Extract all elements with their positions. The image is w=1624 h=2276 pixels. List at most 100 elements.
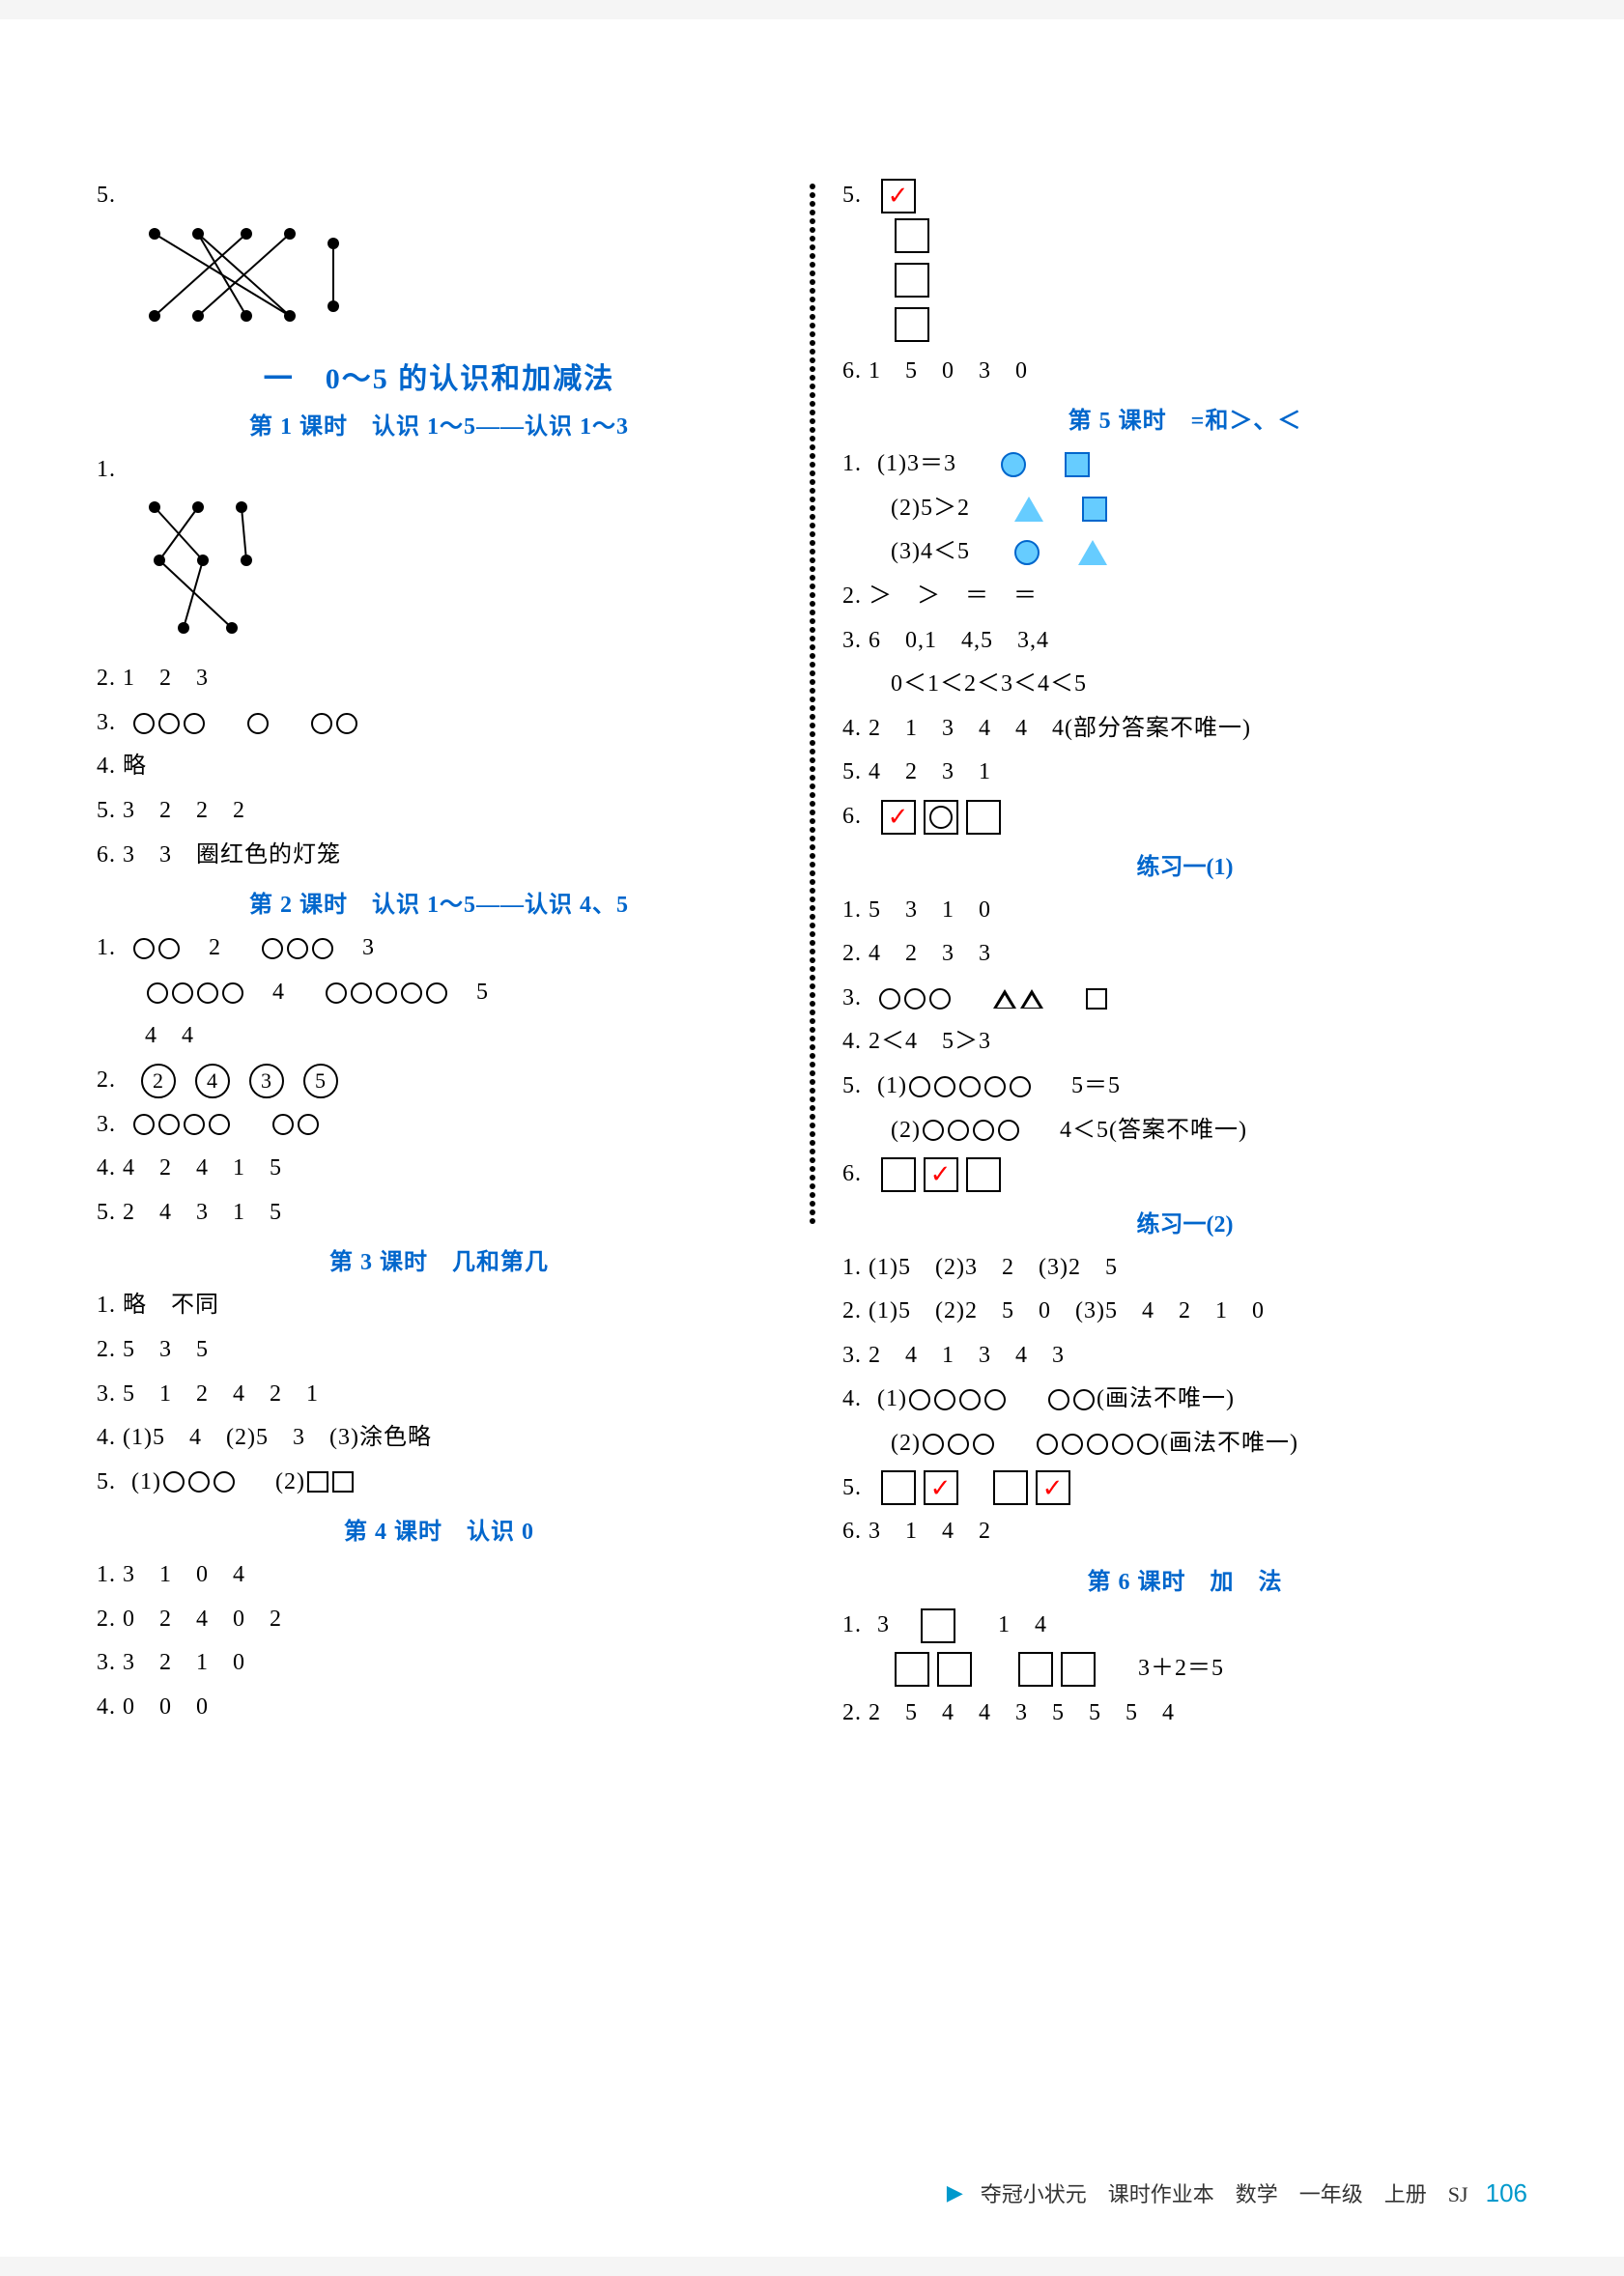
l1-q2: 2. 1 2 3 [97, 657, 782, 701]
l5-q2: 2. ＞ ＞ ＝ ＝ [842, 575, 1527, 619]
two-column-layout: 5. [77, 174, 1547, 1736]
ex1-q5-r2: (2) 4＜5(答案不唯一) [842, 1109, 1527, 1153]
circle-icon [923, 1434, 944, 1455]
checkbox-checked [924, 1470, 958, 1505]
circle-icon [247, 713, 269, 734]
l5-q3b: 0＜1＜2＜3＜4＜5 [842, 663, 1527, 707]
circle-icon [298, 1114, 319, 1135]
l3-q2: 2. 5 3 5 [97, 1328, 782, 1373]
label: (2) [891, 1109, 921, 1153]
l2-q5: 5. 2 4 3 1 5 [97, 1191, 782, 1236]
circle-icon [1048, 1389, 1069, 1410]
empty-box [921, 1608, 955, 1643]
circle-icon [984, 1389, 1006, 1410]
value: 4 [272, 971, 285, 1015]
page-number: 106 [1486, 2178, 1527, 2208]
value: 1 4 [998, 1604, 1047, 1648]
ex1-q2: 2. 4 2 3 3 [842, 932, 1527, 977]
circled-number: 4 [195, 1064, 230, 1098]
item-number: 2. [97, 1059, 131, 1103]
lesson1-title: 第 1 课时 认识 1～5——认识 1～3 [97, 407, 782, 441]
circle-icon [934, 1076, 955, 1097]
r-q5-stack [842, 218, 1527, 342]
l5-q1-r3: (3)4＜5 [842, 530, 1527, 575]
checkbox-empty [966, 800, 1001, 835]
item-number: 5. [842, 1065, 877, 1109]
circle-icon [1112, 1434, 1133, 1455]
circle-icon [133, 1114, 155, 1135]
l2-q1-r3: 4 4 [97, 1014, 782, 1059]
equation: 3＋2＝5 [1138, 1647, 1224, 1692]
item-number: 5. [97, 174, 131, 218]
item-number: 3. [97, 1103, 131, 1148]
l5-q6: 6. [842, 795, 1527, 839]
circle-icon [147, 982, 168, 1004]
filled-circle-icon [1014, 540, 1040, 565]
label: (1) [877, 1378, 907, 1422]
item-number: 5. [842, 1466, 877, 1511]
item-number: 1. [97, 448, 131, 493]
circle-icon [959, 1076, 981, 1097]
circle-icon [312, 938, 333, 959]
circle-icon [904, 988, 926, 1010]
checkbox-checked [924, 1157, 958, 1192]
label: (2)5＞2 [891, 487, 970, 531]
item-number: 5. [97, 1461, 131, 1505]
l5-q1-r2: (2)5＞2 [842, 487, 1527, 531]
l6-q2: 2. 2 5 4 4 3 5 5 5 4 [842, 1692, 1527, 1736]
triangle-icon [993, 989, 1016, 1009]
l1-q3: 3. [97, 701, 782, 746]
circle-icon [209, 1114, 230, 1135]
triangle-icon [1020, 989, 1043, 1009]
checkbox-empty [895, 263, 929, 298]
circle-icon [909, 1076, 930, 1097]
item-number: 3. [842, 977, 877, 1021]
circle-icon [158, 713, 180, 734]
lesson3-title: 第 3 课时 几和第几 [97, 1242, 782, 1276]
l1-q6: 6. 3 3 圈红色的灯笼 [97, 834, 782, 878]
checkbox-empty [895, 307, 929, 342]
circle-icon [948, 1434, 969, 1455]
checkbox-empty [966, 1157, 1001, 1192]
circle-icon [214, 1471, 235, 1493]
filled-triangle-icon [1078, 540, 1107, 565]
circle-icon [909, 1389, 930, 1410]
lesson2-title: 第 2 课时 认识 1～5——认识 4、5 [97, 885, 782, 919]
empty-box [937, 1652, 972, 1687]
l2-q1-r2: 4 5 [97, 971, 782, 1015]
checkbox-empty [993, 1470, 1028, 1505]
ex1-q4: 4. 2＜4 5＞3 [842, 1020, 1527, 1065]
empty-box [1018, 1652, 1053, 1687]
circle-icon [351, 982, 372, 1004]
l5-q4: 4. 2 1 3 4 4 4(部分答案不唯一) [842, 707, 1527, 752]
diagram-top [145, 224, 782, 335]
circle-icon [998, 1120, 1019, 1141]
circle-icon [401, 982, 422, 1004]
circle-icon [1062, 1434, 1083, 1455]
circle-icon [1087, 1434, 1108, 1455]
circle-icon [426, 982, 447, 1004]
circle-icon [1073, 1389, 1095, 1410]
ex2-q5: 5. [842, 1466, 1527, 1511]
circle-icon [1010, 1076, 1031, 1097]
circle-icon [984, 1076, 1006, 1097]
circle-icon [934, 1389, 955, 1410]
equation: 4＜5(答案不唯一) [1060, 1109, 1247, 1153]
footer-text: 夺冠小状元 课时作业本 数学 一年级 上册 SJ [981, 2177, 1468, 2208]
l2-q3: 3. [97, 1103, 782, 1148]
value: 3 [877, 1604, 890, 1648]
l3-q1: 1. 略 不同 [97, 1284, 782, 1328]
circle-icon [158, 938, 180, 959]
lesson4-title: 第 4 课时 认识 0 [97, 1512, 782, 1546]
label: (1) [877, 1065, 907, 1109]
l1-q4: 4. 略 [97, 745, 782, 789]
l4-q1: 1. 3 1 0 4 [97, 1553, 782, 1598]
l3-q5: 5. (1) (2) [97, 1461, 782, 1505]
right-column: 5. 6. 1 5 0 3 0 第 5 课时 =和＞、＜ 1. (1)3＝3 (… [813, 174, 1547, 1736]
filled-square-icon [1082, 497, 1107, 522]
label: (1)3＝3 [877, 442, 956, 487]
ex2-q1: 1. (1)5 (2)3 2 (3)2 5 [842, 1246, 1527, 1291]
dot-match-svg [145, 224, 357, 330]
ex1-q1: 1. 5 3 1 0 [842, 889, 1527, 933]
l4-q2: 2. 0 2 4 0 2 [97, 1598, 782, 1642]
